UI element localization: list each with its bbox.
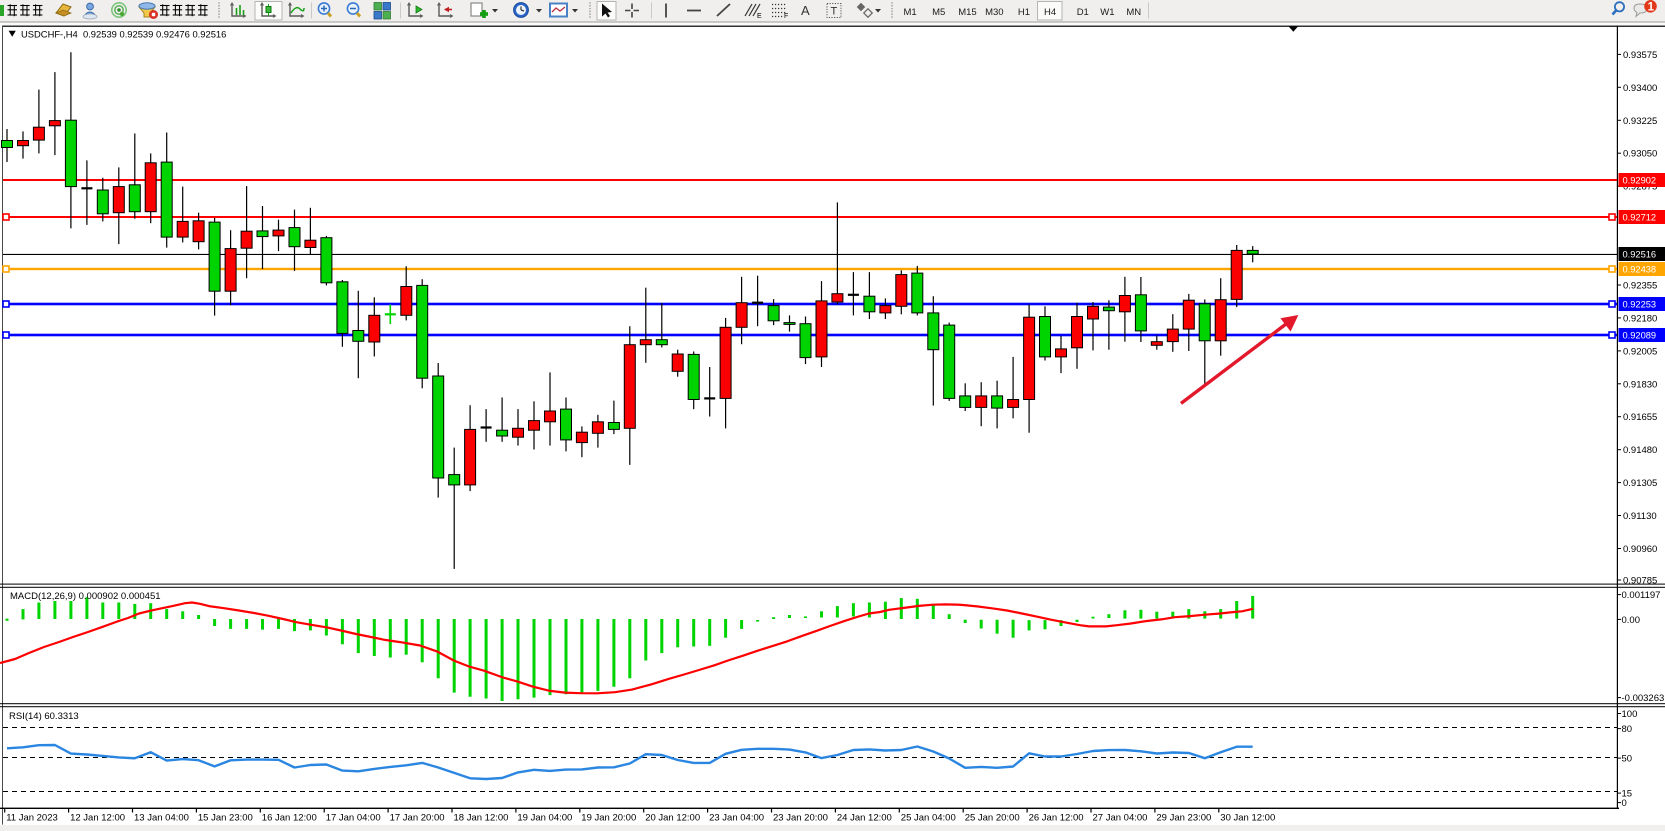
- svg-text:0.93050: 0.93050: [1623, 149, 1657, 160]
- svg-text:W1: W1: [1100, 7, 1114, 18]
- svg-text:26 Jan 12:00: 26 Jan 12:00: [1029, 813, 1084, 824]
- svg-text:MACD(12,26,9) 0.000902 0.00045: MACD(12,26,9) 0.000902 0.000451: [10, 591, 161, 602]
- svg-text:0.92253: 0.92253: [1623, 300, 1657, 310]
- svg-text:29 Jan 23:00: 29 Jan 23:00: [1156, 813, 1211, 824]
- svg-text:20 Jan 12:00: 20 Jan 12:00: [645, 813, 700, 824]
- svg-text:17 Jan 20:00: 17 Jan 20:00: [390, 813, 445, 824]
- svg-text:11 Jan 2023: 11 Jan 2023: [6, 813, 58, 824]
- svg-text:19 Jan 04:00: 19 Jan 04:00: [517, 813, 572, 824]
- svg-text:25 Jan 20:00: 25 Jan 20:00: [965, 813, 1020, 824]
- svg-text:50: 50: [1622, 754, 1633, 765]
- svg-text:0.92005: 0.92005: [1623, 346, 1657, 357]
- svg-text:F: F: [784, 13, 788, 20]
- svg-text:M1: M1: [904, 7, 917, 18]
- svg-text:0: 0: [1622, 798, 1627, 809]
- svg-text:0.90960: 0.90960: [1623, 544, 1657, 555]
- svg-text:0.91305: 0.91305: [1623, 478, 1657, 489]
- svg-text:0.92180: 0.92180: [1623, 313, 1657, 324]
- svg-text:M15: M15: [958, 7, 976, 18]
- svg-text:0.92355: 0.92355: [1623, 281, 1657, 292]
- svg-text:16 Jan 12:00: 16 Jan 12:00: [262, 813, 317, 824]
- svg-text:23 Jan 20:00: 23 Jan 20:00: [773, 813, 828, 824]
- svg-text:27 Jan 04:00: 27 Jan 04:00: [1093, 813, 1148, 824]
- svg-text:12 Jan 12:00: 12 Jan 12:00: [70, 813, 125, 824]
- svg-text:A: A: [801, 3, 810, 18]
- svg-text:H1: H1: [1018, 7, 1030, 18]
- svg-text:0.93575: 0.93575: [1623, 50, 1657, 61]
- svg-text:30 Jan 12:00: 30 Jan 12:00: [1220, 813, 1275, 824]
- svg-text:0.92875: 0.92875: [1623, 182, 1657, 193]
- svg-text:0.93225: 0.93225: [1623, 116, 1657, 127]
- svg-text:0.92438: 0.92438: [1623, 265, 1657, 275]
- svg-text:18 Jan 12:00: 18 Jan 12:00: [454, 813, 509, 824]
- svg-text:D1: D1: [1077, 7, 1089, 18]
- svg-text:USDCHF-,H4 0.92539 0.92539 0.: USDCHF-,H4 0.92539 0.92539 0.92476 0.925…: [21, 29, 226, 40]
- svg-text:15 Jan 23:00: 15 Jan 23:00: [198, 813, 253, 824]
- svg-text:0.91130: 0.91130: [1623, 511, 1657, 522]
- svg-text:E: E: [757, 13, 762, 20]
- svg-text:1: 1: [1648, 2, 1655, 14]
- svg-text:0.93400: 0.93400: [1623, 83, 1657, 94]
- svg-text:13 Jan 04:00: 13 Jan 04:00: [134, 813, 189, 824]
- svg-text:H4: H4: [1044, 7, 1056, 18]
- svg-text:23 Jan 04:00: 23 Jan 04:00: [709, 813, 764, 824]
- svg-text:0.91830: 0.91830: [1623, 379, 1657, 390]
- svg-text:MN: MN: [1126, 7, 1141, 18]
- svg-text:0.92712: 0.92712: [1623, 213, 1657, 223]
- svg-text:0.00: 0.00: [1622, 615, 1641, 626]
- svg-text:RSI(14) 60.3313: RSI(14) 60.3313: [9, 711, 79, 722]
- svg-text:25 Jan 04:00: 25 Jan 04:00: [901, 813, 956, 824]
- svg-text:0.92516: 0.92516: [1623, 250, 1657, 260]
- svg-text:100: 100: [1622, 709, 1638, 720]
- svg-text:0.91480: 0.91480: [1623, 445, 1657, 456]
- svg-text:0.92089: 0.92089: [1623, 331, 1657, 341]
- svg-text:0.90785: 0.90785: [1623, 576, 1657, 587]
- svg-text:17 Jan 04:00: 17 Jan 04:00: [326, 813, 381, 824]
- svg-text:24 Jan 12:00: 24 Jan 12:00: [837, 813, 892, 824]
- svg-text:M30: M30: [985, 7, 1003, 18]
- svg-text:19 Jan 20:00: 19 Jan 20:00: [581, 813, 636, 824]
- svg-text:0.92902: 0.92902: [1623, 176, 1657, 186]
- svg-text:M5: M5: [932, 7, 945, 18]
- svg-text:0.001197: 0.001197: [1622, 590, 1661, 601]
- svg-text:80: 80: [1622, 724, 1633, 735]
- svg-text:T: T: [831, 6, 838, 18]
- svg-text:-0.003263: -0.003263: [1622, 693, 1665, 704]
- svg-text:15: 15: [1622, 789, 1633, 800]
- svg-text:0.91655: 0.91655: [1623, 412, 1657, 423]
